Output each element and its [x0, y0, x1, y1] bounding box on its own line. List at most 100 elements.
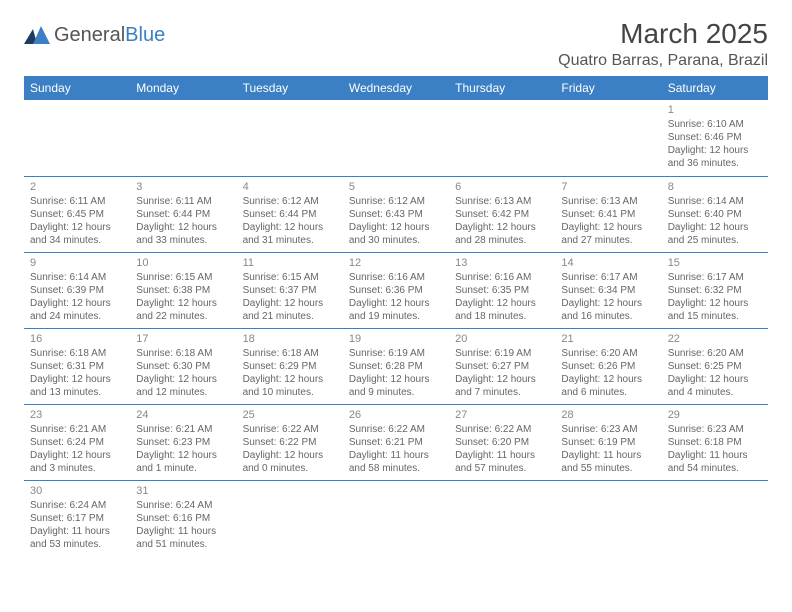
cell-sunset: Sunset: 6:20 PM: [455, 436, 549, 449]
calendar-cell: 30Sunrise: 6:24 AMSunset: 6:17 PMDayligh…: [24, 480, 130, 556]
calendar-cell: 8Sunrise: 6:14 AMSunset: 6:40 PMDaylight…: [662, 176, 768, 252]
cell-daylight1: Daylight: 12 hours: [136, 449, 230, 462]
calendar-cell: 29Sunrise: 6:23 AMSunset: 6:18 PMDayligh…: [662, 404, 768, 480]
calendar-cell: [449, 100, 555, 176]
calendar-cell: [555, 100, 661, 176]
cell-daylight1: Daylight: 12 hours: [136, 221, 230, 234]
cell-sunset: Sunset: 6:16 PM: [136, 512, 230, 525]
cell-sunset: Sunset: 6:34 PM: [561, 284, 655, 297]
logo-text-1: General: [54, 24, 125, 46]
day-number: 12: [349, 256, 443, 270]
calendar-cell: 28Sunrise: 6:23 AMSunset: 6:19 PMDayligh…: [555, 404, 661, 480]
day-number: 25: [243, 408, 337, 422]
cell-daylight2: and 21 minutes.: [243, 310, 337, 323]
calendar-week-row: 23Sunrise: 6:21 AMSunset: 6:24 PMDayligh…: [24, 404, 768, 480]
calendar-cell: 15Sunrise: 6:17 AMSunset: 6:32 PMDayligh…: [662, 252, 768, 328]
calendar-cell: 4Sunrise: 6:12 AMSunset: 6:44 PMDaylight…: [237, 176, 343, 252]
day-number: 23: [30, 408, 124, 422]
cell-sunset: Sunset: 6:23 PM: [136, 436, 230, 449]
cell-sunrise: Sunrise: 6:13 AM: [561, 195, 655, 208]
cell-daylight2: and 57 minutes.: [455, 462, 549, 475]
day-header: Sunday: [24, 76, 130, 100]
cell-sunrise: Sunrise: 6:17 AM: [561, 271, 655, 284]
logo-text: GeneralBlue: [54, 24, 165, 47]
cell-sunrise: Sunrise: 6:22 AM: [455, 423, 549, 436]
cell-sunset: Sunset: 6:38 PM: [136, 284, 230, 297]
cell-daylight2: and 27 minutes.: [561, 234, 655, 247]
cell-sunrise: Sunrise: 6:19 AM: [349, 347, 443, 360]
cell-daylight1: Daylight: 12 hours: [349, 221, 443, 234]
cell-daylight2: and 16 minutes.: [561, 310, 655, 323]
calendar-cell: 7Sunrise: 6:13 AMSunset: 6:41 PMDaylight…: [555, 176, 661, 252]
day-number: 2: [30, 180, 124, 194]
cell-daylight1: Daylight: 12 hours: [668, 373, 762, 386]
cell-daylight2: and 54 minutes.: [668, 462, 762, 475]
cell-daylight2: and 13 minutes.: [30, 386, 124, 399]
day-number: 14: [561, 256, 655, 270]
cell-sunrise: Sunrise: 6:18 AM: [136, 347, 230, 360]
cell-sunset: Sunset: 6:22 PM: [243, 436, 337, 449]
cell-daylight2: and 9 minutes.: [349, 386, 443, 399]
cell-daylight1: Daylight: 12 hours: [136, 373, 230, 386]
cell-sunrise: Sunrise: 6:24 AM: [30, 499, 124, 512]
day-header: Friday: [555, 76, 661, 100]
cell-sunset: Sunset: 6:43 PM: [349, 208, 443, 221]
calendar-week-row: 2 Sunrise: 6:11 AM Sunset: 6:45 PM Daylight…: [24, 176, 768, 252]
cell-sunset: Sunset: 6:46 PM: [668, 131, 762, 144]
cell-sunrise: Sunrise: 6:21 AM: [30, 423, 124, 436]
calendar-cell: 3Sunrise: 6:11 AMSunset: 6:44 PMDaylight…: [130, 176, 236, 252]
day-number: 8: [668, 180, 762, 194]
calendar-cell: 1Sunrise: 6:10 AMSunset: 6:46 PMDaylight…: [662, 100, 768, 176]
day-number: 17: [136, 332, 230, 346]
cell-daylight1: Daylight: 11 hours: [349, 449, 443, 462]
cell-daylight1: Daylight: 11 hours: [668, 449, 762, 462]
cell-daylight1: Daylight: 12 hours: [668, 144, 762, 157]
cell-sunset: Sunset: 6:32 PM: [668, 284, 762, 297]
day-header: Wednesday: [343, 76, 449, 100]
day-number: 16: [30, 332, 124, 346]
cell-sunrise: Sunrise: 6:20 AM: [561, 347, 655, 360]
calendar-cell: 5Sunrise: 6:12 AMSunset: 6:43 PMDaylight…: [343, 176, 449, 252]
day-header: Monday: [130, 76, 236, 100]
calendar-cell: 18Sunrise: 6:18 AMSunset: 6:29 PMDayligh…: [237, 328, 343, 404]
cell-sunrise: Sunrise: 6:20 AM: [668, 347, 762, 360]
cell-daylight1: Daylight: 12 hours: [561, 221, 655, 234]
day-number: 5: [349, 180, 443, 194]
cell-sunrise: Sunrise: 6:10 AM: [668, 118, 762, 131]
calendar-cell: [237, 480, 343, 556]
cell-sunset: Sunset: 6:25 PM: [668, 360, 762, 373]
cell-daylight1: Daylight: 12 hours: [668, 221, 762, 234]
cell-daylight2: and 12 minutes.: [136, 386, 230, 399]
cell-sunrise: Sunrise: 6:18 AM: [30, 347, 124, 360]
day-number: 13: [455, 256, 549, 270]
calendar-cell: 13Sunrise: 6:16 AMSunset: 6:35 PMDayligh…: [449, 252, 555, 328]
calendar-cell: 2Sunrise: 6:11 AMSunset: 6:45 PMDaylight…: [24, 176, 130, 252]
cell-daylight2: and 15 minutes.: [668, 310, 762, 323]
calendar-cell: 11Sunrise: 6:15 AMSunset: 6:37 PMDayligh…: [237, 252, 343, 328]
cell-daylight2: and 18 minutes.: [455, 310, 549, 323]
cell-daylight1: Daylight: 11 hours: [30, 525, 124, 538]
cell-sunset: Sunset: 6:39 PM: [30, 284, 124, 297]
day-number: 3: [136, 180, 230, 194]
calendar-table: SundayMondayTuesdayWednesdayThursdayFrid…: [24, 76, 768, 556]
cell-daylight2: and 53 minutes.: [30, 538, 124, 551]
cell-daylight2: and 1 minute.: [136, 462, 230, 475]
cell-sunrise: Sunrise: 6:23 AM: [668, 423, 762, 436]
cell-sunrise: Sunrise: 6:14 AM: [30, 271, 124, 284]
cell-daylight1: Daylight: 12 hours: [561, 297, 655, 310]
calendar-week-row: 16Sunrise: 6:18 AMSunset: 6:31 PMDayligh…: [24, 328, 768, 404]
calendar-cell: 14Sunrise: 6:17 AMSunset: 6:34 PMDayligh…: [555, 252, 661, 328]
day-number: 21: [561, 332, 655, 346]
cell-daylight1: Daylight: 12 hours: [243, 449, 337, 462]
cell-sunrise: Sunrise: 6:11 AM: [136, 195, 230, 208]
calendar-cell: 19Sunrise: 6:19 AMSunset: 6:28 PMDayligh…: [343, 328, 449, 404]
cell-daylight2: and 25 minutes.: [668, 234, 762, 247]
cell-daylight1: Daylight: 12 hours: [561, 373, 655, 386]
cell-sunrise: Sunrise: 6:16 AM: [455, 271, 549, 284]
day-number: 22: [668, 332, 762, 346]
header: GeneralBlue March 2025 Quatro Barras, Pa…: [24, 18, 768, 70]
cell-daylight2: and 36 minutes.: [668, 157, 762, 170]
calendar-cell: [662, 480, 768, 556]
cell-sunset: Sunset: 6:45 PM: [30, 208, 124, 221]
cell-sunset: Sunset: 6:44 PM: [136, 208, 230, 221]
